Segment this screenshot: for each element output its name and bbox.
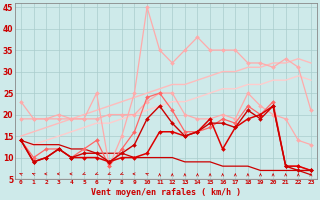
X-axis label: Vent moyen/en rafales ( km/h ): Vent moyen/en rafales ( km/h ) [91, 188, 241, 197]
